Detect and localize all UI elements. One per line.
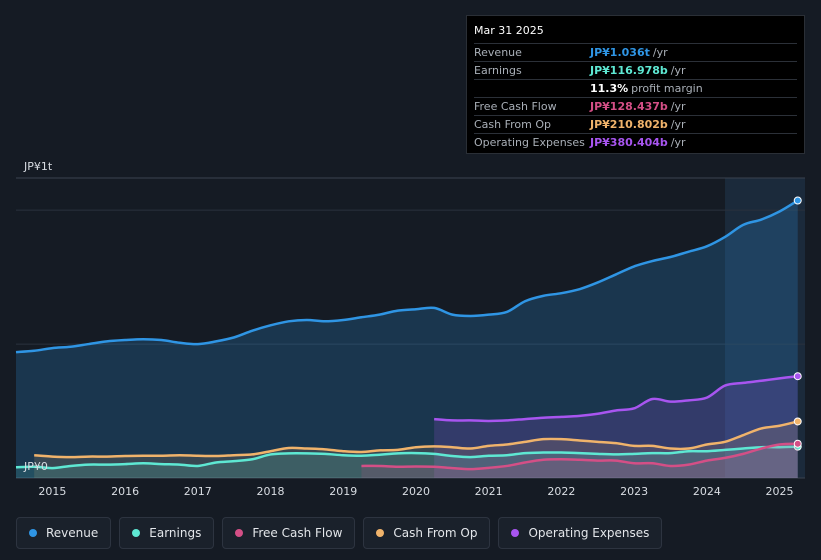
legend-item-cash-from-op[interactable]: Cash From Op bbox=[363, 517, 491, 549]
tooltip-row: Cash From Op JP¥210.802b/yr bbox=[474, 115, 797, 133]
cash-from-op-area bbox=[34, 421, 798, 478]
tooltip-row-label: Revenue bbox=[474, 46, 522, 59]
operating-expenses-line bbox=[434, 374, 798, 423]
revenue-end-point bbox=[793, 196, 802, 205]
tooltip-date: Mar 31 2025 bbox=[474, 24, 544, 37]
operating-expenses-end-point bbox=[793, 372, 802, 381]
cash-from-op-end-point bbox=[793, 417, 802, 426]
x-tick-label: 2016 bbox=[111, 485, 139, 498]
tooltip-row-label: Cash From Op bbox=[474, 118, 552, 131]
tooltip-row-unit: /yr bbox=[670, 64, 686, 77]
tooltip-row-unit: /yr bbox=[670, 136, 686, 149]
tooltip-row: Free Cash Flow JP¥128.437b/yr bbox=[474, 97, 797, 115]
tooltip-row-value: JP¥128.437b bbox=[590, 100, 668, 113]
legend-dot-icon bbox=[235, 529, 244, 537]
tooltip-row: 11.3% profit margin bbox=[474, 79, 797, 97]
tooltip-row: Earnings JP¥116.978b/yr bbox=[474, 61, 797, 79]
tooltip-row-unit: profit margin bbox=[631, 82, 703, 95]
x-tick-label: 2024 bbox=[693, 485, 721, 498]
cash-from-op-line bbox=[34, 420, 799, 459]
x-tick-label: 2020 bbox=[402, 485, 430, 498]
legend-dot-icon bbox=[29, 529, 37, 537]
legend-label: Free Cash Flow bbox=[252, 526, 343, 540]
tooltip-row: Revenue JP¥1.036t/yr bbox=[474, 43, 797, 61]
tooltip-row-label: Earnings bbox=[474, 64, 522, 77]
legend-label: Revenue bbox=[46, 526, 99, 540]
tooltip-row-unit: /yr bbox=[652, 46, 668, 59]
tooltip-row-label: Free Cash Flow bbox=[474, 100, 557, 113]
tooltip-row-label: Operating Expenses bbox=[474, 136, 585, 149]
x-tick-label: 2019 bbox=[329, 485, 357, 498]
earnings-line bbox=[15, 445, 798, 470]
legend: Revenue Earnings Free Cash Flow Cash From O… bbox=[16, 517, 663, 549]
tooltip-panel: Mar 31 2025 Revenue JP¥1.036t/yr Earnings J… bbox=[466, 15, 805, 154]
y-axis-top-label: JP¥1t bbox=[24, 160, 53, 173]
x-tick-label: 2015 bbox=[38, 485, 66, 498]
x-tick-label: 2021 bbox=[475, 485, 503, 498]
tooltip-row: Operating Expenses JP¥380.404b/yr bbox=[474, 133, 797, 151]
y-axis-bottom-label: JP¥0 bbox=[24, 460, 48, 473]
legend-dot-icon bbox=[376, 529, 385, 537]
free-cash-flow-end-point bbox=[793, 439, 802, 448]
tooltip-row-value: JP¥210.802b bbox=[590, 118, 668, 131]
legend-item-operating-expenses[interactable]: Operating Expenses bbox=[498, 517, 663, 549]
x-tick-label: 2022 bbox=[547, 485, 575, 498]
tooltip-row-value: 11.3% bbox=[590, 82, 629, 95]
revenue-area bbox=[16, 200, 798, 478]
legend-item-free-cash-flow[interactable]: Free Cash Flow bbox=[222, 517, 356, 549]
legend-item-earnings[interactable]: Earnings bbox=[119, 517, 215, 549]
x-tick-label: 2017 bbox=[184, 485, 212, 498]
x-tick-label: 2023 bbox=[620, 485, 648, 498]
x-tick-label: 2025 bbox=[766, 485, 794, 498]
tooltip-row-unit: /yr bbox=[670, 100, 686, 113]
legend-dot-icon bbox=[132, 529, 141, 537]
tooltip-row-value: JP¥380.404b bbox=[590, 136, 668, 149]
free-cash-flow-line bbox=[361, 442, 798, 471]
legend-label: Earnings bbox=[149, 526, 202, 540]
tooltip-row-unit: /yr bbox=[670, 118, 686, 131]
legend-dot-icon bbox=[511, 529, 520, 537]
legend-label: Operating Expenses bbox=[528, 526, 650, 540]
tooltip-row-value: JP¥1.036t bbox=[590, 46, 650, 59]
tooltip-row-value: JP¥116.978b bbox=[590, 64, 668, 77]
x-tick-label: 2018 bbox=[257, 485, 285, 498]
legend-item-revenue[interactable]: Revenue bbox=[16, 517, 112, 549]
revenue-line bbox=[15, 199, 799, 354]
tooltip-row-label bbox=[474, 80, 590, 97]
legend-label: Cash From Op bbox=[393, 526, 478, 540]
